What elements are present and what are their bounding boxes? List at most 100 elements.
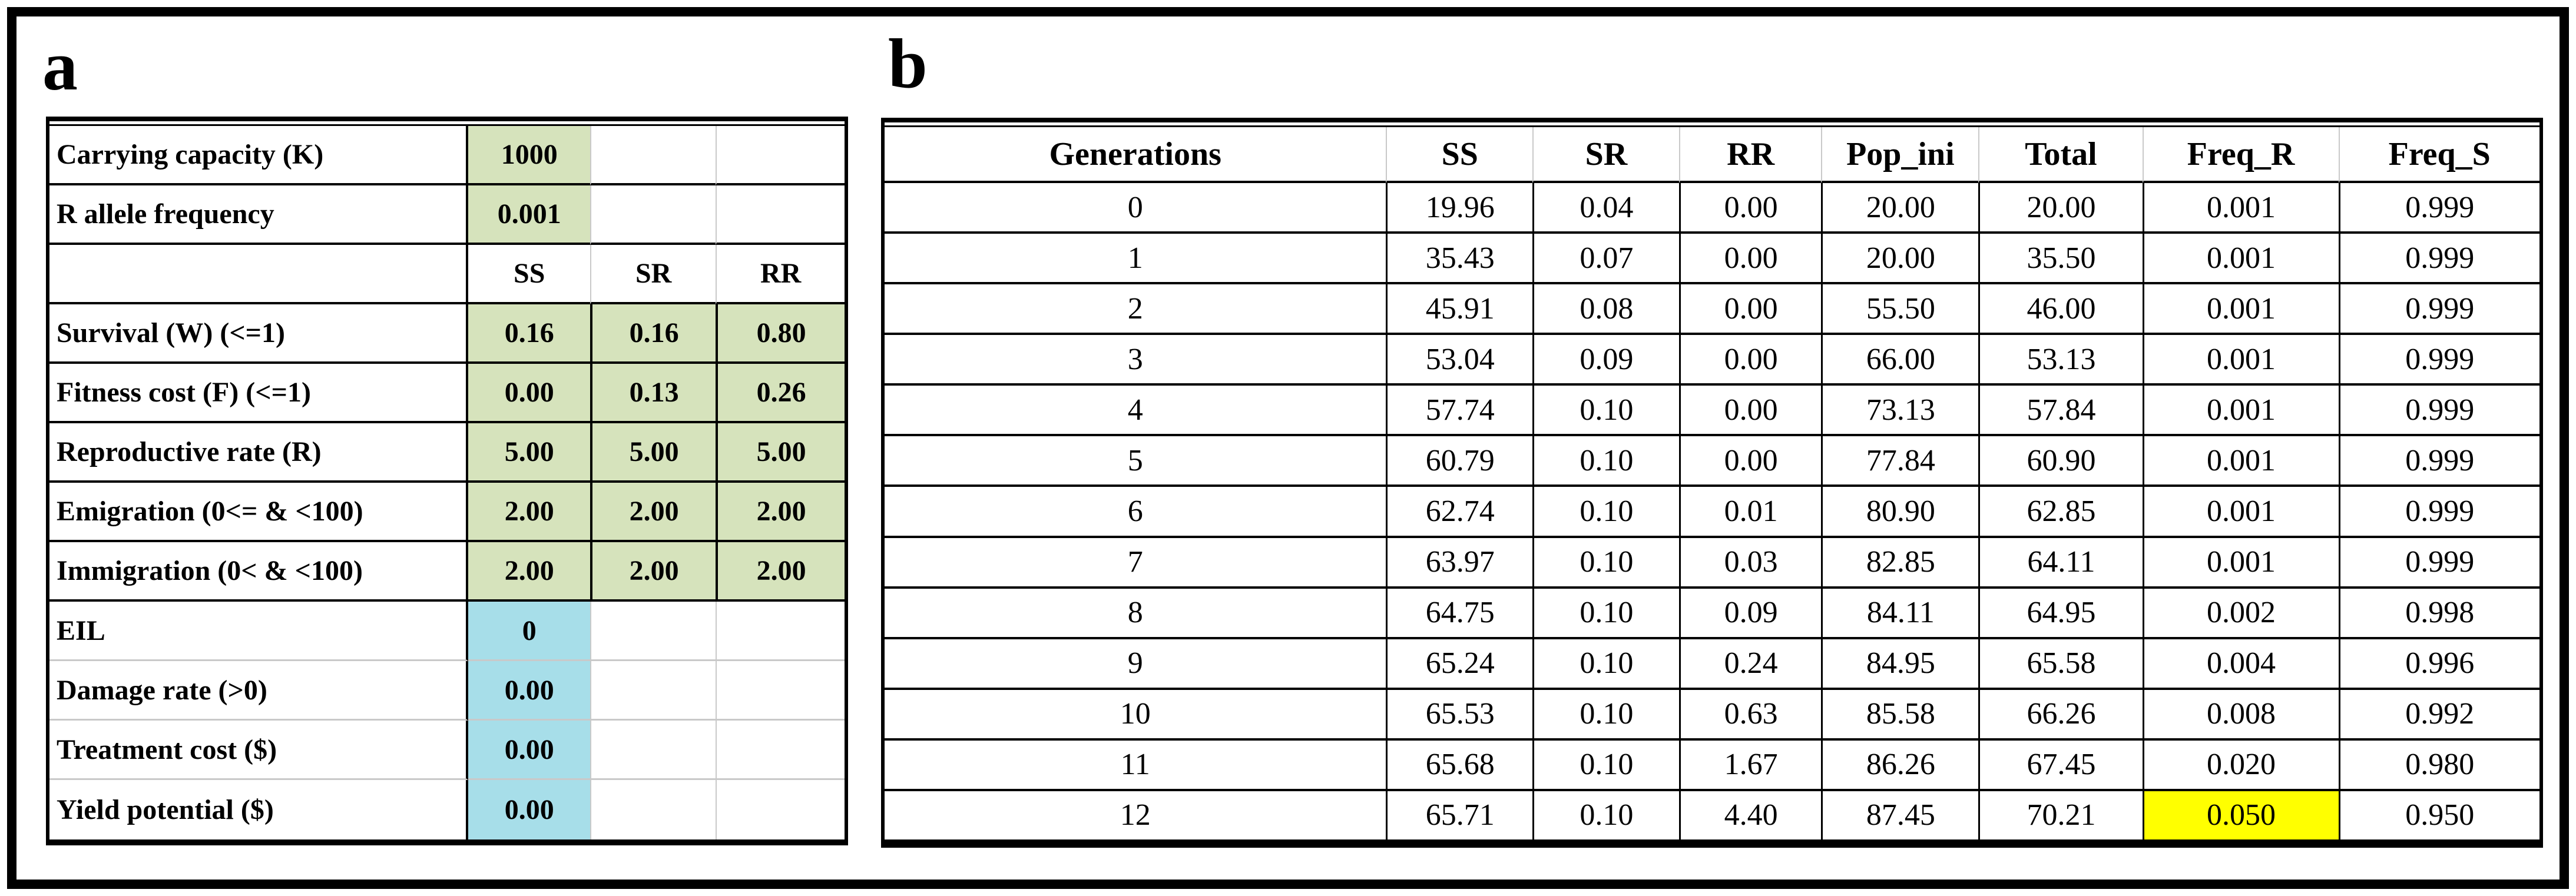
param-value	[590, 721, 716, 780]
table-cell: 0.999	[2338, 183, 2539, 234]
param-value	[716, 126, 845, 185]
table-cell: 66.26	[1978, 689, 2143, 741]
param-value: 0	[468, 602, 590, 661]
table-cell: 80.90	[1821, 487, 1979, 538]
table-cell: 0.24	[1678, 639, 1822, 690]
table-cell: 0.004	[2142, 639, 2339, 690]
table-cell: 46.00	[1978, 284, 2143, 336]
table-cell: 67.45	[1978, 740, 2143, 791]
param-value: 2.00	[590, 483, 716, 542]
column-header: SS	[1386, 127, 1533, 183]
table-cell: 0.999	[2338, 386, 2539, 437]
param-label: Fitness cost (F) (<=1)	[49, 364, 469, 423]
column-header: RR	[1678, 127, 1822, 183]
table-cell: 65.24	[1386, 639, 1533, 690]
param-label: Damage rate (>0)	[49, 661, 469, 721]
genotype-column-header: RR	[716, 245, 845, 304]
table-cell: 62.85	[1978, 487, 2143, 538]
column-header: Freq_S	[2338, 127, 2539, 183]
param-value	[716, 185, 845, 245]
table-cell: 62.74	[1386, 487, 1533, 538]
table-cell: 60.79	[1386, 436, 1533, 487]
param-label: Emigration (0<= & <100)	[49, 483, 469, 542]
highlighted-cell: 0.050	[2142, 791, 2339, 842]
table-cell: 0.10	[1532, 689, 1679, 741]
table-cell: 6	[885, 487, 1386, 538]
param-label: Treatment cost ($)	[49, 721, 469, 780]
table-cell: 0.00	[1678, 284, 1822, 336]
table-cell: 84.11	[1821, 588, 1979, 639]
table-cell: 84.95	[1821, 639, 1979, 690]
table-cell: 0.10	[1532, 537, 1679, 589]
table-cell: 0.999	[2338, 537, 2539, 589]
param-label: Immigration (0< & <100)	[49, 542, 469, 602]
param-value: 1000	[468, 126, 590, 185]
table-cell: 60.90	[1978, 436, 2143, 487]
table-cell: 8	[885, 589, 1386, 639]
table-cell: 0.07	[1532, 234, 1679, 285]
parameters-table-grid: Carrying capacity (K) 1000 R allele freque…	[49, 124, 845, 839]
param-value	[590, 185, 716, 245]
table-cell: 0.950	[2338, 791, 2539, 842]
param-value: 0.00	[468, 661, 590, 721]
table-cell: 87.45	[1821, 791, 1979, 842]
param-value: 2.00	[716, 542, 845, 602]
param-value	[590, 602, 716, 661]
table-cell: 0.00	[1678, 436, 1822, 487]
table-cell: 53.13	[1978, 335, 2143, 386]
table-cell: 57.84	[1978, 386, 2143, 437]
table-cell: 20.00	[1821, 234, 1979, 285]
param-value: 0.16	[590, 304, 716, 364]
table-cell: 0.08	[1532, 284, 1679, 336]
table-cell: 45.91	[1386, 284, 1533, 336]
table-cell: 65.58	[1978, 639, 2143, 690]
param-label: Carrying capacity (K)	[49, 126, 469, 185]
table-cell: 65.53	[1386, 689, 1533, 741]
param-value	[590, 780, 716, 839]
column-header: Generations	[885, 127, 1386, 183]
table-cell: 64.11	[1978, 537, 2143, 589]
param-value	[590, 126, 716, 185]
table-cell: 2	[885, 284, 1386, 336]
table-cell: 82.85	[1821, 537, 1979, 589]
param-value: 0.80	[716, 304, 845, 364]
param-value: 2.00	[468, 483, 590, 542]
table-cell: 1.67	[1678, 740, 1822, 791]
param-label: Survival (W) (<=1)	[49, 304, 469, 364]
results-table: Generations SS SR RR Pop_ini Total Freq_R Freq_…	[881, 118, 2543, 848]
param-value: 5.00	[716, 423, 845, 483]
param-label: Reproductive rate (R)	[49, 423, 469, 483]
table-cell: 0.10	[1532, 436, 1679, 487]
panel-a-label: a	[42, 26, 78, 105]
table-cell: 70.21	[1978, 791, 2143, 842]
table-cell: 4.40	[1678, 791, 1822, 842]
table-cell: 0.00	[1678, 335, 1822, 386]
table-cell: 0.04	[1532, 183, 1679, 234]
table-cell: 0.001	[2142, 335, 2339, 386]
table-cell: 0.01	[1678, 487, 1822, 538]
table-cell: 0.999	[2338, 335, 2539, 386]
table-cell: 4	[885, 386, 1386, 437]
empty-cell	[49, 245, 469, 304]
column-header: Pop_ini	[1821, 127, 1979, 183]
table-cell: 0.63	[1678, 689, 1822, 741]
table-cell: 85.58	[1821, 689, 1979, 741]
table-cell: 64.95	[1978, 588, 2143, 639]
table-cell: 0.001	[2142, 487, 2339, 538]
parameters-table: Carrying capacity (K) 1000 R allele freque…	[46, 117, 848, 845]
table-cell: 0.992	[2338, 689, 2539, 741]
table-cell: 0.00	[1678, 234, 1822, 285]
table-cell: 0.020	[2142, 740, 2339, 791]
table-cell: 65.71	[1386, 791, 1533, 842]
table-cell: 0.00	[1678, 386, 1822, 437]
table-cell: 0.001	[2142, 234, 2339, 285]
table-cell: 0.03	[1678, 537, 1822, 589]
table-cell: 77.84	[1821, 436, 1979, 487]
table-cell: 9	[885, 639, 1386, 690]
table-cell: 0.001	[2142, 436, 2339, 487]
column-header: Total	[1978, 127, 2143, 183]
table-cell: 0.001	[2142, 386, 2339, 437]
param-value: 2.00	[716, 483, 845, 542]
table-cell: 64.75	[1386, 588, 1533, 639]
table-cell: 0	[885, 183, 1386, 234]
